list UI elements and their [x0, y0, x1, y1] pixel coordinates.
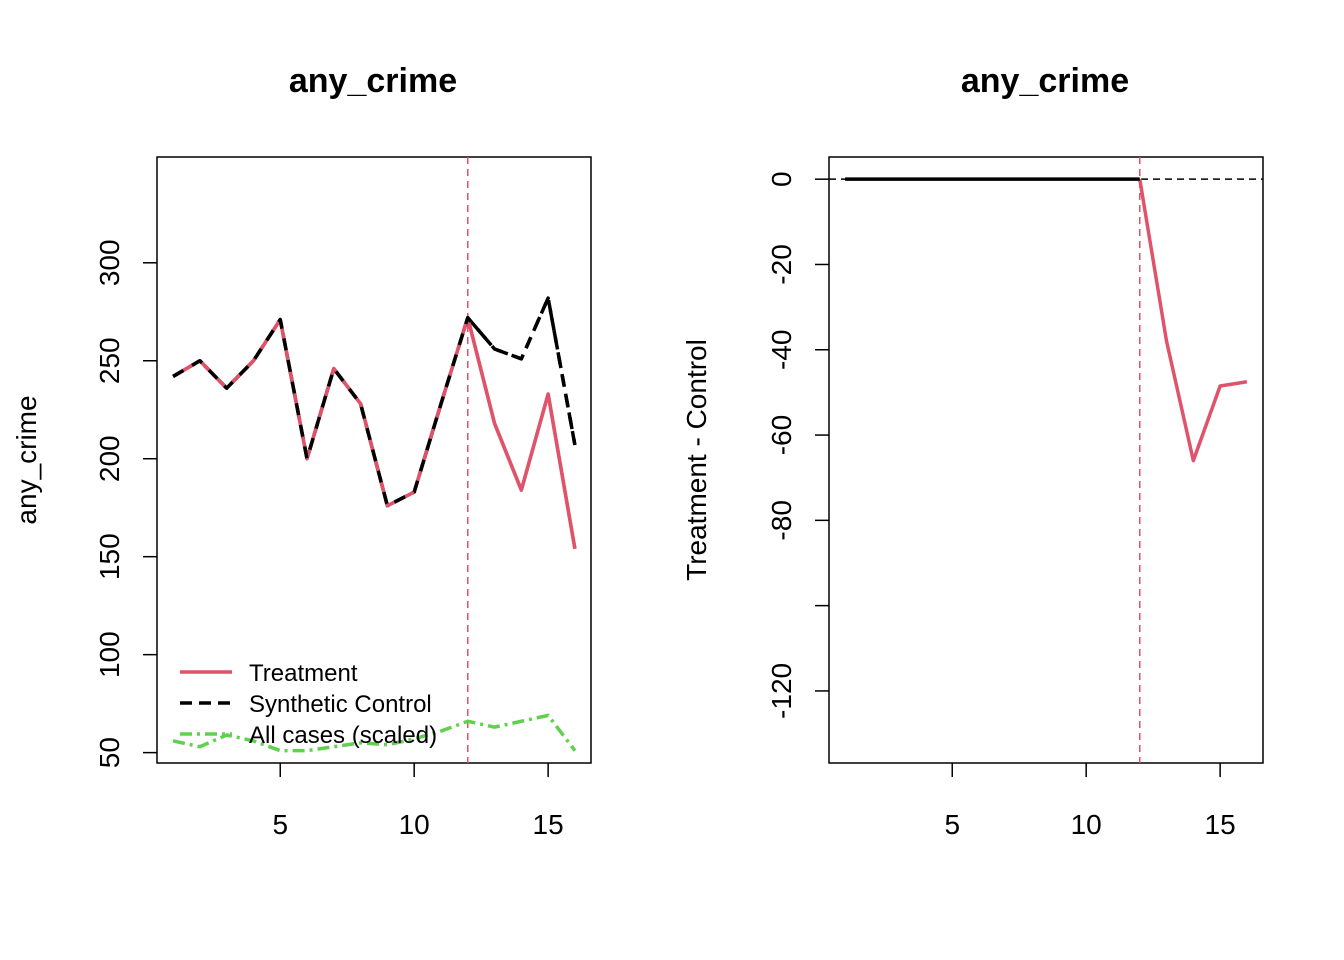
- left-y-tick-label: 300: [94, 239, 125, 286]
- left-x-tick-label: 10: [399, 809, 430, 840]
- series-line-treatment: [172, 315, 577, 550]
- left-y-axis: 50 100 150 200 250 300: [94, 239, 157, 768]
- left-x-tick-label: 15: [533, 809, 564, 840]
- left-x-tick-label: 5: [272, 809, 288, 840]
- left-x-axis: 5 10 15: [272, 763, 564, 840]
- series-line-synthetic-control-overlay: [172, 296, 577, 508]
- difference-line-post: [1138, 178, 1248, 463]
- legend-label-synthetic-control: Synthetic Control: [249, 691, 432, 718]
- left-y-tick-label: 200: [94, 435, 125, 482]
- right-y-tick-label: -20: [766, 244, 797, 284]
- left-panel: any_crime any_crime 5 10 15 50 100 150 200 250…: [11, 62, 592, 840]
- legend-label-all-cases: All cases (scaled): [249, 722, 437, 749]
- right-panel: any_crime Treatment - Control 5 10 15 0 -20…: [681, 62, 1264, 840]
- right-y-tick-label: -120: [766, 663, 797, 719]
- left-chart-title: any_crime: [289, 62, 457, 100]
- left-plot-marks: [172, 157, 577, 763]
- left-plot-frame: [156, 156, 592, 764]
- left-y-tick-label: 150: [94, 533, 125, 580]
- right-chart-title: any_crime: [961, 62, 1129, 100]
- right-plot-marks: [829, 157, 1263, 763]
- right-y-tick-label: -80: [766, 500, 797, 540]
- right-y-axis-label: Treatment - Control: [681, 339, 712, 581]
- left-y-axis-label: any_crime: [11, 395, 42, 524]
- right-plot-frame: [828, 156, 1264, 764]
- right-x-axis: 5 10 15: [944, 763, 1236, 840]
- right-y-tick-label: -60: [766, 415, 797, 455]
- legend-label-treatment: Treatment: [249, 660, 358, 687]
- series-line-treatment-overlay: [172, 315, 577, 550]
- right-y-axis: 0 -20 -40 -60 -80 -120: [766, 171, 829, 719]
- right-x-tick-label: 5: [944, 809, 960, 840]
- right-x-tick-label: 10: [1071, 809, 1102, 840]
- right-y-tick-label: 0: [766, 171, 797, 187]
- right-x-tick-label: 15: [1205, 809, 1236, 840]
- left-legend: Treatment Synthetic Control All cases (s…: [180, 660, 437, 749]
- series-line-all-cases-scaled: [172, 713, 577, 753]
- left-y-tick-label: 50: [94, 737, 125, 768]
- right-y-tick-label: -40: [766, 330, 797, 370]
- left-y-tick-label: 250: [94, 337, 125, 384]
- left-y-tick-label: 100: [94, 631, 125, 678]
